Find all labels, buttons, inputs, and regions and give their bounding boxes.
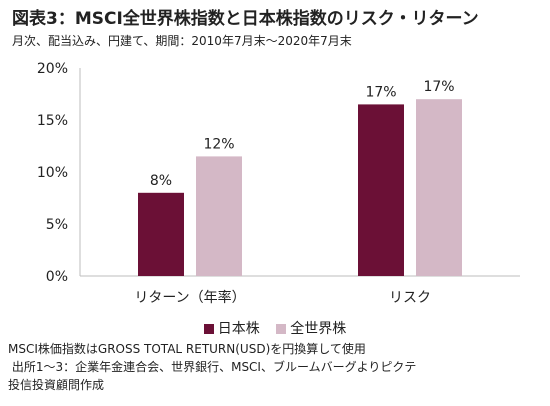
data-label: 12% bbox=[203, 136, 234, 152]
bar-world-1 bbox=[416, 99, 462, 276]
data-label: 17% bbox=[365, 84, 396, 100]
category-labels: リターン（年率） リスク bbox=[134, 289, 431, 306]
bar-japan-1 bbox=[358, 104, 404, 277]
legend-swatch-japan bbox=[203, 324, 214, 334]
bar-world-0 bbox=[196, 156, 242, 276]
data-label: 17% bbox=[423, 79, 454, 95]
data-label: 8% bbox=[150, 173, 172, 189]
y-tick-label: 20% bbox=[37, 61, 68, 77]
y-tick-label: 10% bbox=[37, 165, 68, 181]
legend-item-world: 全世界株 bbox=[276, 318, 346, 338]
legend-label-japan: 日本株 bbox=[217, 321, 260, 337]
chart-title: 図表3：MSCI全世界株指数と日本株指数のリスク・リターン bbox=[12, 9, 479, 29]
category-label: リスク bbox=[389, 290, 431, 306]
footnotes: MSCI株価指数はGROSS TOTAL RETURN(USD)を円換算して使用… bbox=[8, 340, 416, 394]
footnote-2: 出所1～3：企業年金連合会、世界銀行、MSCI、ブルームバーグよりピクテ bbox=[8, 360, 417, 374]
y-tick-label: 15% bbox=[37, 113, 68, 129]
y-tick-label: 5% bbox=[46, 217, 68, 233]
y-tick-label: 0% bbox=[46, 269, 68, 285]
legend: 日本株 全世界株 bbox=[0, 318, 550, 338]
category-label: リターン（年率） bbox=[134, 289, 245, 306]
legend-item-japan: 日本株 bbox=[203, 318, 260, 338]
bars-group: 8% 12% 17% 17% bbox=[138, 79, 462, 277]
footnote-3: 投信投資顧問作成 bbox=[8, 378, 105, 392]
footnote-1: MSCI株価指数はGROSS TOTAL RETURN(USD)を円換算して使用 bbox=[8, 342, 366, 356]
bar-japan-0 bbox=[138, 192, 184, 276]
legend-label-world: 全世界株 bbox=[290, 321, 347, 337]
legend-swatch-world bbox=[276, 324, 287, 334]
y-axis-ticks: 0% 5% 10% 15% 20% bbox=[37, 61, 68, 285]
chart-subtitle: 月次、配当込み、円建て、期間：2010年7月末～2020年7月末 bbox=[12, 34, 352, 48]
